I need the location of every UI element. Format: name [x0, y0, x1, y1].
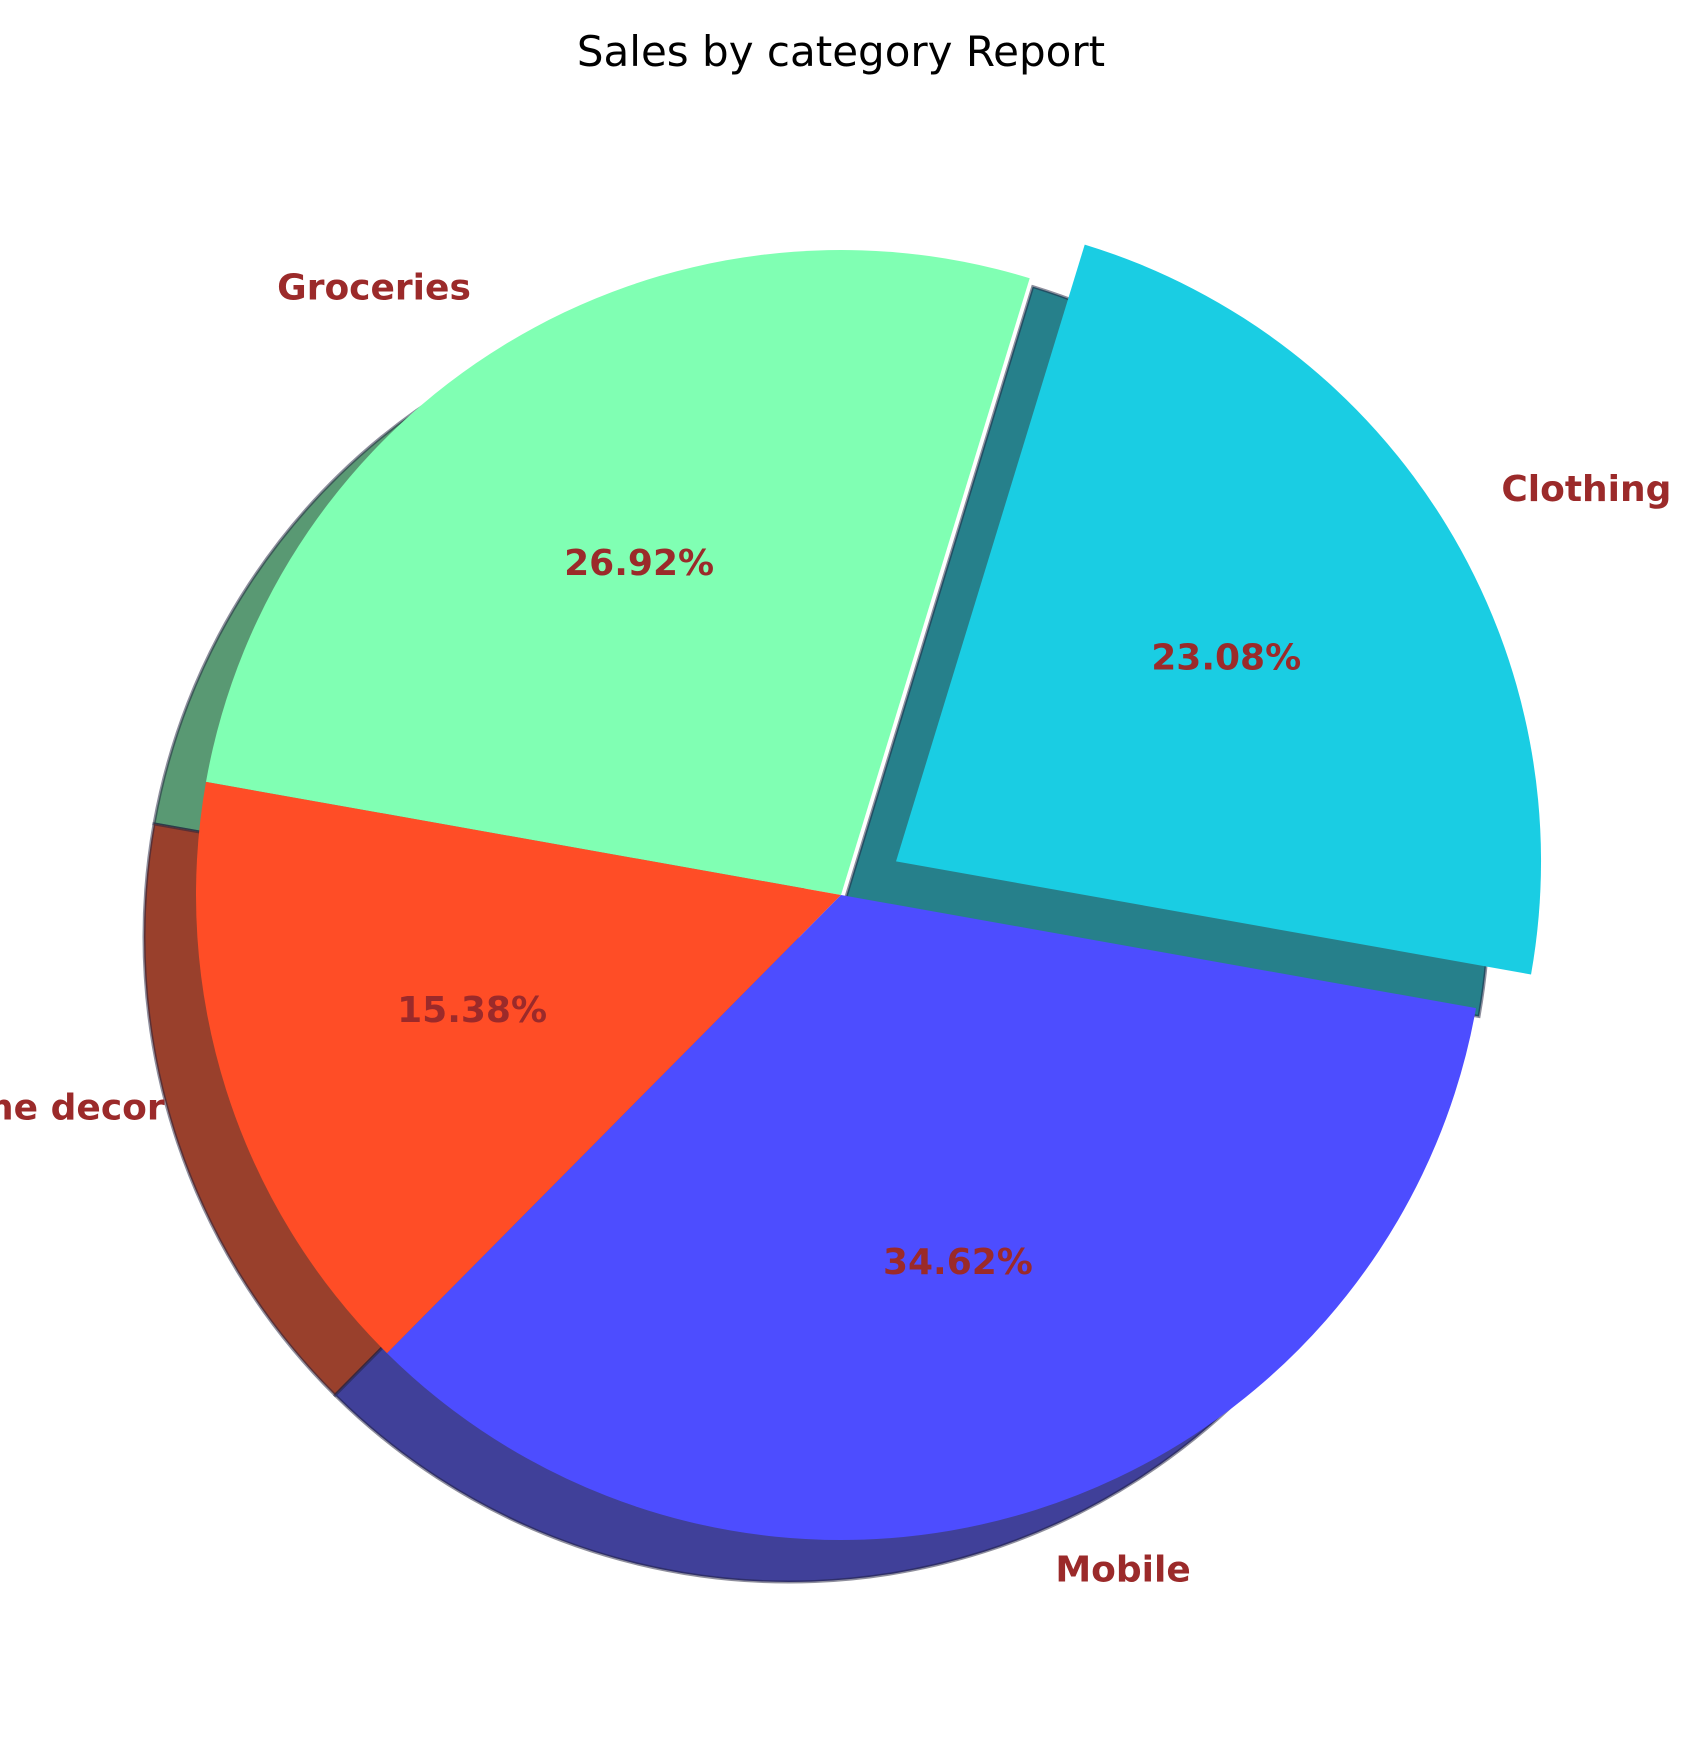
percent-label-clothing: 23.08%	[1151, 637, 1301, 678]
percent-label-groceries: 26.92%	[564, 543, 714, 584]
percent-label-home-decor: 15.38%	[397, 990, 547, 1031]
slice-mobile	[387, 895, 1477, 1540]
slice-clothing	[896, 244, 1542, 975]
slice-layer	[195, 244, 1542, 1540]
label-layer: Clothing 23.08% Groceries 26.92% Home decor 1…	[0, 268, 1671, 1591]
slice-label-clothing: Clothing	[1501, 469, 1671, 510]
slice-home-decor	[195, 781, 841, 1354]
slice-label-mobile: Mobile	[1055, 1549, 1190, 1590]
chart-title: Sales by category Report	[577, 27, 1105, 76]
slice-label-groceries: Groceries	[277, 268, 471, 309]
percent-label-mobile: 34.62%	[883, 1242, 1033, 1283]
slice-label-home-decor: Home decor	[0, 1087, 165, 1128]
slice-groceries	[205, 249, 1030, 895]
